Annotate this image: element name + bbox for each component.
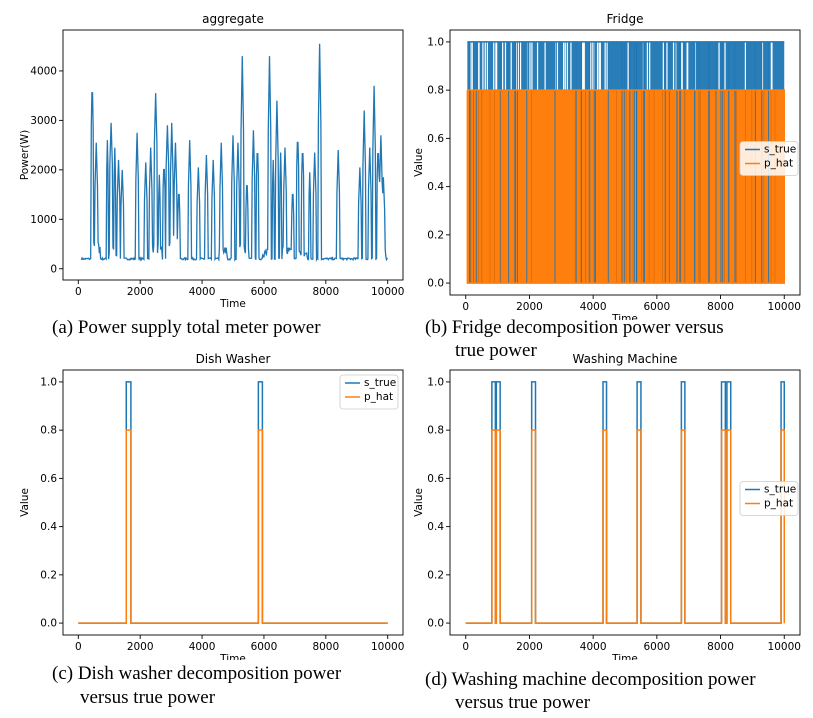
x-axis-label: Time [611,653,638,660]
y-tick-label: 0.4 [40,521,57,533]
caption-b-line1: (b) Fridge decomposition power versus [425,317,724,338]
x-tick-label: 10000 [768,301,801,313]
y-tick-label: 4000 [30,65,57,77]
x-tick-label: 4000 [580,301,607,313]
fridge-chart-panel: Fridge 0 2000 4000 6000 8000 10000 0.0 0.2 0.4 0.6… [410,8,805,325]
x-tick-label: 10000 [768,641,801,653]
x-axis-label: Time [219,653,246,660]
plot-frame [449,29,801,296]
x-tick-label: 4000 [189,641,216,653]
x-tick-label: 8000 [312,286,339,298]
y-axis-label: Value [413,488,425,517]
chart-title: Dish Washer [196,352,271,366]
s_true-line [78,381,388,624]
chart-title: Fridge [607,12,644,26]
p_hat-line [465,429,785,624]
x-tick-label: 8000 [707,301,734,313]
chart-svg: Fridge 0 2000 4000 6000 8000 10000 0.0 0.2 0.4 0.6… [413,12,801,325]
x-tick-label: 10000 [371,641,404,653]
y-axis-label: Value [413,148,425,177]
x-tick-label: 0 [462,301,469,313]
caption-b-line2: true power [455,340,537,361]
y-tick-label: 0.0 [427,278,444,290]
y-tick-label: 0.0 [427,618,444,630]
p_hat-line [78,429,388,624]
x-tick-label: 4000 [580,641,607,653]
plot-frame [62,369,404,636]
aggregate-chart-panel: aggregate 0 2000 4000 6000 8000 10000 0 1000 2000… [18,8,408,310]
legend-label: p_hat [764,158,793,170]
aggregate-power-line [80,43,388,263]
chart-svg: Dish Washer 0 2000 4000 6000 8000 10000 0.0 0.2 0… [19,352,404,665]
p_hat-band [467,90,785,284]
x-tick-label: 10000 [371,286,404,298]
y-tick-label: 0.4 [427,521,444,533]
p_hat-line [466,89,785,284]
x-tick-label: 0 [75,641,82,653]
legend: s_true p_hat [739,481,799,516]
y-tick-label: 0.8 [427,425,444,437]
y-tick-label: 3000 [30,115,57,127]
plot-frame [449,369,801,636]
chart-svg: Washing Machine 0 2000 4000 6000 8000 10000 0.0… [413,352,801,665]
x-tick-label: 2000 [127,641,154,653]
y-tick-label: 0.6 [427,133,444,145]
legend: s_true p_hat [339,374,399,410]
chart-title: aggregate [202,12,264,26]
y-tick-label: 0.2 [427,229,444,241]
y-tick-label: 0.6 [40,473,57,485]
legend: s_true p_hat [739,141,799,176]
x-tick-label: 8000 [312,641,339,653]
x-tick-label: 2000 [127,286,154,298]
x-tick-label: 6000 [643,301,670,313]
x-tick-label: 0 [75,286,82,298]
chart-svg: aggregate 0 2000 4000 6000 8000 10000 0 1000 2000… [19,12,404,310]
x-tick-label: 2000 [516,301,543,313]
s_true-line [465,381,785,624]
y-tick-label: 0.2 [40,569,57,581]
y-tick-label: 1.0 [40,376,57,388]
y-tick-label: 0.8 [427,85,444,97]
caption-c-line1: (c) Dish washer decomposition power [52,663,342,684]
x-tick-label: 0 [462,641,469,653]
y-tick-label: 0 [50,263,57,275]
y-tick-label: 0.6 [427,473,444,485]
y-tick-label: 1.0 [427,36,444,48]
x-tick-label: 6000 [251,286,278,298]
x-tick-label: 4000 [189,286,216,298]
y-tick-label: 0.8 [40,425,57,437]
caption-d-line2: versus true power [455,692,591,713]
x-tick-label: 8000 [707,641,734,653]
legend-label: s_true [764,144,796,156]
y-axis-label: Value [19,488,31,517]
caption-d-line1: (d) Washing machine decomposition power [425,669,756,690]
chart-title: Washing Machine [573,352,678,366]
x-tick-label: 2000 [516,641,543,653]
caption-a: (a) Power supply total meter power [52,317,321,338]
y-tick-label: 1.0 [427,376,444,388]
plot-frame [62,29,404,281]
washing-machine-chart-panel: Washing Machine 0 2000 4000 6000 8000 10000 0.0… [410,348,805,665]
legend-label: s_true [764,484,796,496]
y-tick-label: 2000 [30,164,57,176]
x-axis-label: Time [219,298,246,308]
caption-c-line2: versus true power [80,687,216,708]
x-tick-label: 6000 [251,641,278,653]
dish-washer-chart-panel: Dish Washer 0 2000 4000 6000 8000 10000 0.0 0.2 0… [18,348,408,665]
y-tick-label: 0.4 [427,181,444,193]
legend-label: s_true [364,377,396,389]
y-tick-label: 1000 [30,214,57,226]
x-tick-label: 6000 [643,641,670,653]
y-tick-label: 0.2 [427,569,444,581]
y-axis-label: Power(W) [19,130,31,180]
legend-label: p_hat [364,391,393,403]
y-tick-label: 0.0 [40,618,57,630]
legend-label: p_hat [764,498,793,510]
